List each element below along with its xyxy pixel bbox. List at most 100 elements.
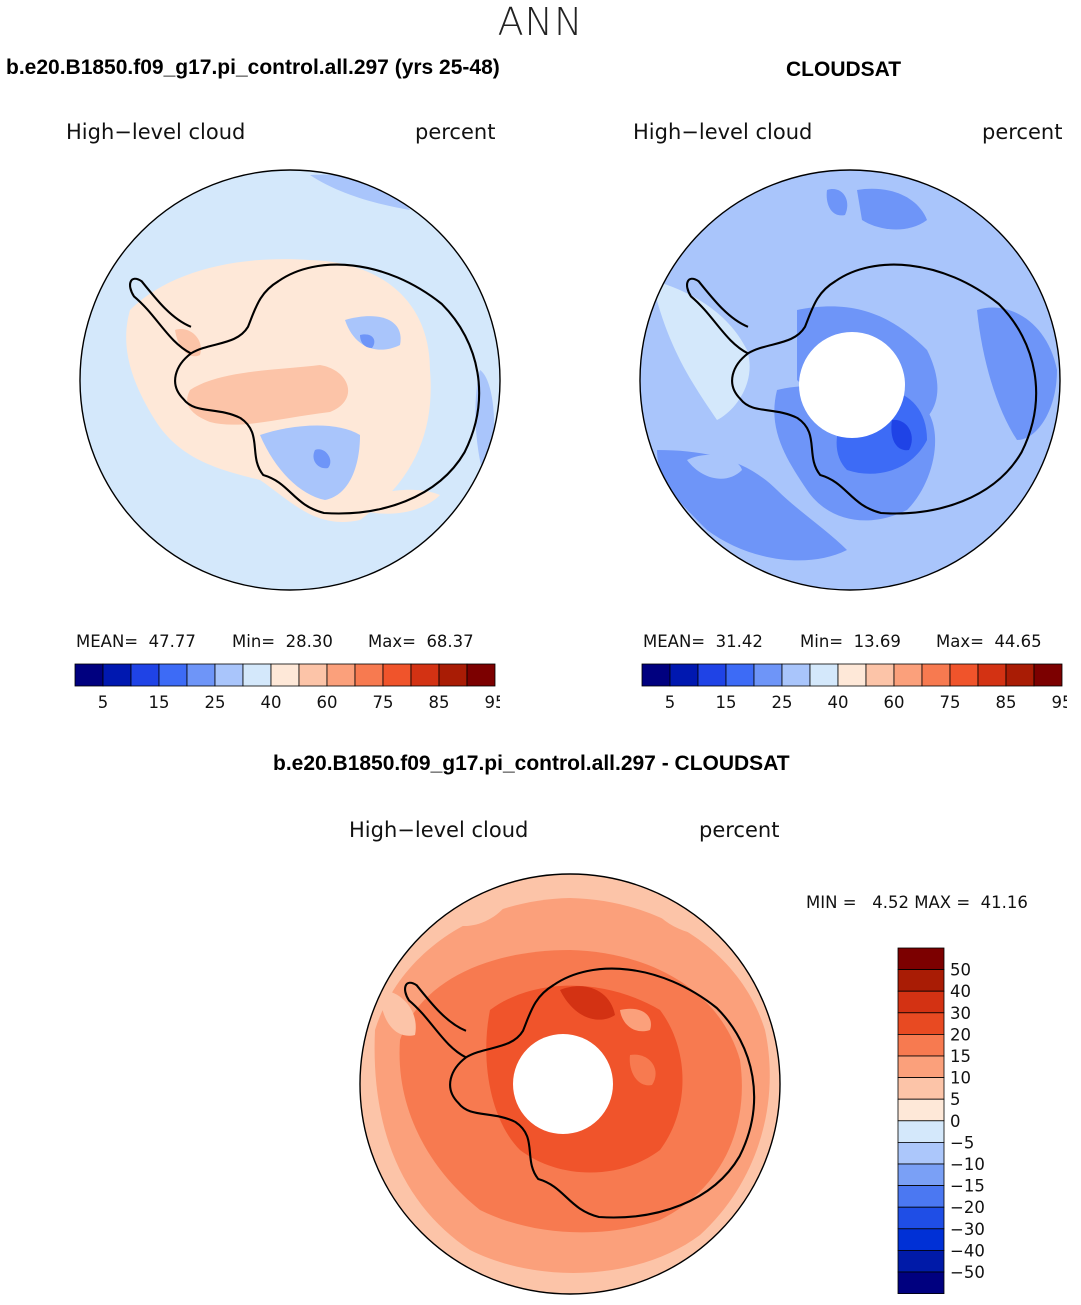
- model-colorbar-swatch: [466, 663, 496, 687]
- diff-colorbar-swatch: [897, 990, 945, 1014]
- model-max-value: 68.37: [426, 632, 474, 651]
- model-contour-field: [360, 334, 375, 348]
- model-colorbar-label: 60: [317, 693, 338, 712]
- diff-colorbar-swatch: [897, 1163, 945, 1187]
- model-stat-max: Max= 68.37: [368, 632, 474, 651]
- diff-contour-field: [560, 986, 615, 1020]
- obs-units-label: percent: [982, 120, 1063, 144]
- obs-contour-field: [891, 419, 912, 451]
- obs-max-label: Max=: [936, 632, 984, 651]
- model-colorbar-swatch: [186, 663, 216, 687]
- obs-colorbar-swatch: [725, 663, 755, 687]
- diff-polar-hole: [513, 1034, 613, 1134]
- obs-colorbar-swatch: [977, 663, 1007, 687]
- diff-max-value: 41.16: [980, 893, 1028, 912]
- model-units-label: percent: [415, 120, 496, 144]
- diff-colorbar-swatch: [897, 1228, 945, 1251]
- model-colorbar-swatch: [382, 663, 412, 687]
- model-colorbar-swatch: [326, 663, 356, 687]
- diff-colorbar-label: 10: [950, 1069, 971, 1088]
- model-colorbar-swatch: [298, 663, 328, 687]
- diff-colorbar-label: 5: [950, 1090, 961, 1109]
- diff-colorbar-label: 30: [950, 1004, 971, 1023]
- model-colorbar-swatch: [130, 663, 160, 687]
- model-max-label: Max=: [368, 632, 416, 651]
- model-mean-label: MEAN=: [76, 632, 139, 651]
- obs-colorbar-swatch: [865, 663, 895, 687]
- obs-colorbar-swatch: [949, 663, 979, 687]
- obs-colorbar-label: 15: [716, 693, 737, 712]
- diff-colorbar-label: 40: [950, 982, 971, 1001]
- diff-colorbar-swatch: [897, 947, 945, 971]
- obs-colorbar-label: 5: [665, 693, 676, 712]
- season-title: ANN: [497, 0, 584, 44]
- diff-colorbar-label: 0: [950, 1112, 961, 1131]
- diff-contour-field: [629, 1054, 656, 1086]
- obs-colorbar-label: 25: [772, 693, 793, 712]
- diff-contour-field: [380, 990, 416, 1036]
- obs-contour-field: [687, 454, 742, 479]
- diff-colorbar-swatch: [897, 1141, 945, 1165]
- model-stat-min: Min= 28.30: [232, 632, 333, 651]
- model-colorbar-label: 15: [149, 693, 170, 712]
- model-colorbar-swatch: [102, 663, 132, 687]
- model-colorbar-swatch: [242, 663, 272, 687]
- obs-contour-field: [857, 188, 927, 230]
- obs-variable-label: High−level cloud: [633, 120, 813, 144]
- model-contour-field: [310, 174, 410, 210]
- obs-min-value: 13.69: [853, 632, 901, 651]
- model-case-title: b.e20.B1850.f09_g17.pi_control.all.297 (…: [6, 56, 500, 79]
- diff-colorbar-swatch: [897, 1012, 945, 1035]
- obs-mean-label: MEAN=: [643, 632, 706, 651]
- diff-colorbar-swatch: [897, 1120, 945, 1143]
- model-colorbar-label: 95: [485, 693, 501, 712]
- model-colorbar-label: 75: [373, 693, 394, 712]
- obs-stat-max: Max= 44.65: [936, 632, 1042, 651]
- diff-colorbar-swatch: [897, 1206, 945, 1230]
- model-contour-field: [260, 425, 360, 500]
- model-contour-field: [175, 329, 201, 357]
- model-colorbar-label: 5: [98, 693, 109, 712]
- obs-map-border: [639, 169, 1061, 591]
- diff-colorbar-swatch: [897, 1055, 945, 1079]
- obs-colorbar-swatch: [809, 663, 839, 687]
- diff-colorbar-swatch: [897, 1185, 945, 1208]
- diff-colorbar-label: −10: [950, 1155, 985, 1174]
- obs-colorbar: 5 15 25 40 60 75 85 95: [641, 663, 1068, 712]
- model-colorbar-label: 25: [205, 693, 226, 712]
- obs-colorbar-swatch: [669, 663, 699, 687]
- diff-polar-map: [359, 873, 781, 1295]
- model-variable-label: High−level cloud: [66, 120, 246, 144]
- diff-variable-label: High−level cloud: [349, 818, 529, 842]
- model-colorbar-swatch: [270, 663, 300, 687]
- obs-mean-value: 31.42: [715, 632, 763, 651]
- diff-colorbar-label: −15: [950, 1177, 985, 1196]
- obs-colorbar-label: 95: [1052, 693, 1068, 712]
- obs-polar-hole: [799, 332, 905, 438]
- model-map-border: [79, 169, 501, 591]
- diff-colorbar-label: −30: [950, 1220, 985, 1239]
- diff-colorbar-swatch: [897, 1249, 945, 1273]
- model-colorbar-label: 40: [261, 693, 282, 712]
- diff-contour-field: [640, 890, 710, 935]
- diff-stats: MIN = 4.52 MAX = 41.16: [806, 893, 1028, 912]
- obs-case-title: CLOUDSAT: [786, 58, 902, 81]
- obs-colorbar-swatch: [921, 663, 951, 687]
- model-contour-field: [187, 365, 349, 425]
- diff-colorbar-label: 20: [950, 1025, 971, 1044]
- diff-min-value: 4.52: [872, 893, 910, 912]
- diff-colorbar-label: 50: [950, 961, 971, 980]
- diff-colorbar-swatch: [897, 969, 945, 992]
- diff-min-label: MIN =: [806, 893, 857, 912]
- diff-map-border: [359, 873, 781, 1295]
- obs-contour-field: [657, 450, 847, 561]
- model-colorbar-label: 85: [429, 693, 450, 712]
- diff-case-title: b.e20.B1850.f09_g17.pi_control.all.297 -…: [273, 752, 790, 775]
- model-mean-value: 47.77: [148, 632, 196, 651]
- obs-min-label: Min=: [800, 632, 844, 651]
- model-contour-field: [313, 449, 331, 469]
- obs-colorbar-label: 75: [940, 693, 961, 712]
- model-colorbar-swatch: [158, 663, 188, 687]
- diff-colorbar-swatch: [897, 1034, 945, 1057]
